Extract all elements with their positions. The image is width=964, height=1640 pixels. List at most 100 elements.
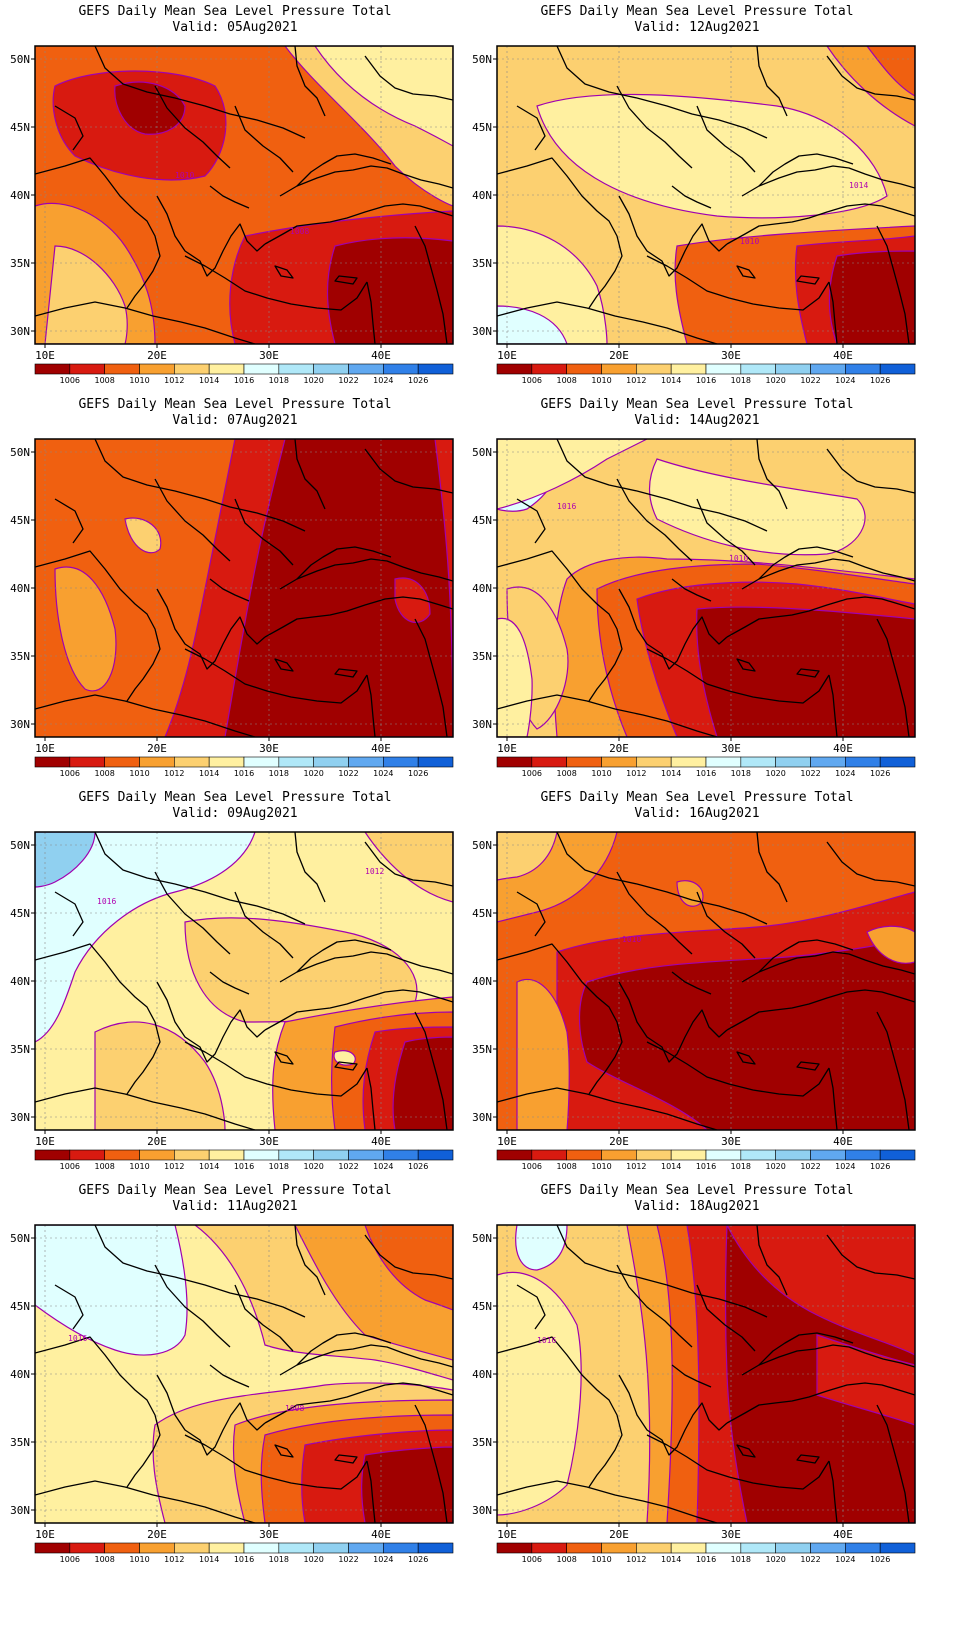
colorbar-swatch (243, 1149, 280, 1161)
colorbar-swatch (670, 363, 707, 375)
colorbar-swatch (417, 363, 454, 375)
colorbar: 1006 1008 1010 1012 1014 1016 1018 1020 1022 1024… (496, 363, 916, 385)
coastline (184, 648, 368, 704)
longitude-label: 10E (35, 349, 55, 362)
colorbar-label: 1018 (269, 376, 289, 385)
pressure-region (497, 439, 648, 510)
coastline (696, 1284, 756, 1352)
longitude-label: 40E (371, 1135, 391, 1148)
longitude-label: 10E (497, 742, 517, 755)
latitude-label: 35N (472, 650, 492, 663)
coastline (156, 195, 266, 277)
latitude-label: 50N (10, 446, 30, 459)
longitude-label: 30E (259, 1135, 279, 1148)
colorbar-swatch (740, 1149, 776, 1161)
coastline (616, 85, 693, 169)
coastline (364, 448, 453, 494)
latitude-label: 40N (472, 582, 492, 595)
colorbar: 1006 1008 1010 1012 1014 1016 1018 1020 1022 1024… (34, 756, 454, 778)
coastline (334, 275, 358, 285)
coastline (826, 55, 915, 101)
colorbar-label: 1016 (696, 1555, 716, 1564)
panel-title: GEFS Daily Mean Sea Level Pressure Total (78, 1183, 392, 1198)
coastline (516, 891, 546, 937)
coastline (497, 301, 718, 344)
coastline (234, 1284, 294, 1352)
colorbar-label: 1014 (199, 376, 219, 385)
pressure-region (394, 577, 431, 623)
longitude-label: 40E (833, 742, 853, 755)
colorbar-swatch (34, 1149, 71, 1161)
colorbar-swatch (670, 1542, 707, 1554)
panel-valid-date: Valid: 16Aug2021 (634, 806, 760, 821)
colorbar-swatch (810, 756, 846, 768)
colorbar-swatch (566, 1149, 602, 1161)
colorbar-label: 1024 (373, 769, 393, 778)
coastline (736, 658, 756, 672)
colorbar-label: 1016 (696, 1162, 716, 1171)
coastline (736, 1051, 756, 1065)
pressure-region (44, 245, 128, 344)
latitude-label: 40N (10, 582, 30, 595)
coastline (184, 1041, 368, 1097)
colorbar-label: 1010 (129, 1162, 149, 1171)
coastline (54, 891, 84, 937)
colorbar-label: 1014 (661, 1555, 681, 1564)
colorbar-swatch (348, 1149, 384, 1161)
latitude-label: 30N (472, 718, 492, 731)
coastline (736, 265, 756, 279)
coastline (756, 832, 788, 903)
coastline (156, 981, 266, 1063)
colorbar-swatch (775, 363, 811, 375)
colorbar-swatch (417, 756, 454, 768)
coastline (279, 165, 453, 197)
colorbar-label: 1008 (556, 1555, 576, 1564)
coastline (296, 939, 392, 973)
colorbar-swatch (845, 1149, 881, 1161)
coastline (758, 1332, 854, 1366)
colorbar-label: 1012 (626, 1555, 646, 1564)
colorbar-label: 1016 (234, 376, 254, 385)
colorbar-swatch (705, 756, 742, 768)
coastline (35, 943, 161, 1095)
coastline (334, 1454, 358, 1464)
latitude-label: 40N (10, 1368, 30, 1381)
colorbar-swatch (496, 363, 533, 375)
contour-label: 1008 (290, 227, 309, 236)
coastline (758, 939, 854, 973)
coastline (671, 185, 712, 209)
colorbar-swatch (383, 1149, 419, 1161)
colorbar-label: 1020 (765, 1555, 785, 1564)
colorbar-swatch (566, 363, 602, 375)
panel-valid-date: Valid: 18Aug2021 (634, 1199, 760, 1214)
colorbar-swatch (208, 363, 245, 375)
colorbar-swatch (104, 756, 140, 768)
colorbar-swatch (775, 1542, 811, 1554)
latitude-label: 30N (472, 325, 492, 338)
latitude-label: 35N (10, 650, 30, 663)
contour-label: 1016 (557, 502, 576, 511)
colorbar-swatch (174, 363, 210, 375)
coastline (556, 439, 768, 532)
coastline (828, 674, 838, 737)
latitude-label: 35N (472, 1436, 492, 1449)
pressure-region (326, 237, 453, 344)
coastline (726, 989, 915, 1031)
colorbar: 1006 1008 1010 1012 1014 1016 1018 1020 1022 1024… (496, 1149, 916, 1171)
pressure-region (696, 606, 915, 737)
colorbar-label: 1024 (835, 1555, 855, 1564)
coastline (556, 832, 768, 925)
coastline (618, 195, 728, 277)
colorbar-label: 1026 (870, 769, 890, 778)
colorbar-swatch (174, 1542, 210, 1554)
colorbar-swatch (810, 363, 846, 375)
colorbar-label: 1006 (522, 1555, 542, 1564)
latitude-label: 40N (10, 975, 30, 988)
colorbar-label: 1018 (731, 1555, 751, 1564)
colorbar-swatch (174, 756, 210, 768)
coastline (516, 1284, 546, 1330)
coastline (671, 578, 712, 602)
pressure-region (314, 46, 453, 147)
contour-label: 1012 (365, 867, 384, 876)
